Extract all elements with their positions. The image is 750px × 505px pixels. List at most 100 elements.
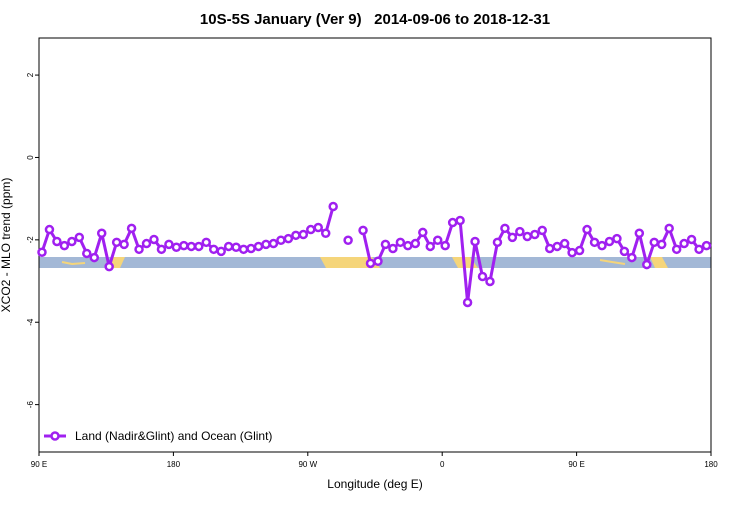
- data-point: [149, 234, 159, 245]
- data-point: [208, 244, 219, 255]
- legend-label: Land (Nadir&Glint) and Ocean (Glint): [75, 429, 272, 443]
- data-point: [179, 240, 189, 251]
- data-point: [574, 245, 585, 256]
- data-point: [686, 234, 697, 245]
- data-point: [104, 261, 114, 272]
- data-point: [313, 222, 324, 233]
- data-point: [664, 223, 674, 234]
- data-point: [694, 244, 704, 255]
- data-point: [156, 244, 167, 255]
- data-point: [492, 237, 503, 248]
- series-line: [40, 206, 708, 304]
- data-point: [298, 229, 309, 240]
- legend-marker: [50, 431, 60, 441]
- data-point: [656, 239, 667, 250]
- data-point: [306, 224, 316, 235]
- data-point: [388, 243, 398, 254]
- data-point: [141, 238, 152, 249]
- chart-title: 10S-5S January (Ver 9) 2014-09-06 to 201…: [200, 11, 550, 28]
- land-band: [61, 259, 626, 266]
- data-point: [403, 240, 413, 251]
- x-tick-label: 90 W: [298, 460, 317, 469]
- data-point: [74, 232, 85, 243]
- data-point: [320, 228, 331, 239]
- x-axis-label: Longitude (deg E): [327, 477, 422, 491]
- x-tick-label: 180: [167, 460, 181, 469]
- data-point: [418, 227, 428, 238]
- data-point: [701, 240, 712, 251]
- land-band: [320, 257, 380, 268]
- data-point: [44, 224, 55, 235]
- data-point: [134, 244, 144, 255]
- data-point: [276, 235, 286, 246]
- x-tick-label: 90 E: [568, 460, 584, 469]
- x-tick-label: 90 E: [31, 460, 47, 469]
- data-point: [515, 226, 525, 237]
- data-point: [627, 252, 637, 263]
- data-point: [223, 241, 234, 252]
- data-point: [597, 240, 607, 251]
- data-point: [238, 244, 249, 255]
- data-point: [537, 225, 548, 236]
- data-point: [612, 233, 622, 244]
- data-point: [201, 237, 212, 248]
- data-point: [507, 232, 518, 243]
- data-point: [589, 237, 600, 248]
- y-tick-label: -4: [26, 318, 35, 326]
- data-point: [171, 242, 182, 253]
- y-tick-label: 2: [26, 72, 35, 77]
- y-tick-label: 0: [26, 155, 35, 160]
- data-point: [604, 236, 615, 247]
- data-point: [96, 228, 107, 239]
- land-band: [650, 257, 668, 268]
- data-point: [671, 244, 682, 255]
- data-point: [253, 241, 264, 252]
- data-point: [544, 243, 555, 254]
- data-point: [455, 215, 465, 226]
- x-tick-label: 0: [440, 460, 445, 469]
- data-point: [380, 239, 391, 250]
- data-point: [216, 246, 226, 257]
- data-point: [37, 247, 47, 257]
- data-point: [186, 241, 197, 252]
- y-tick-label: -6: [26, 401, 35, 409]
- data-point: [567, 247, 577, 258]
- data-point: [559, 238, 570, 249]
- data-point: [283, 233, 294, 244]
- data-point: [410, 238, 421, 249]
- data-point: [194, 241, 204, 252]
- data-point: [679, 238, 689, 249]
- data-point: [440, 240, 450, 251]
- data-point: [522, 231, 533, 242]
- data-point: [358, 225, 368, 236]
- data-point: [619, 246, 630, 257]
- data-point: [365, 258, 376, 269]
- data-point: [642, 259, 652, 270]
- data-point: [634, 228, 645, 239]
- data-point: [477, 271, 488, 282]
- data-point: [89, 252, 100, 263]
- data-point: [67, 236, 77, 247]
- data-point: [649, 237, 660, 248]
- data-point: [246, 243, 256, 254]
- x-tick-label: 180: [704, 460, 718, 469]
- data-point: [164, 239, 174, 250]
- data-point: [59, 240, 70, 251]
- data-point: [447, 217, 458, 228]
- data-point: [395, 237, 406, 248]
- data-point: [328, 201, 338, 212]
- data-point: [111, 237, 122, 248]
- y-axis-label: XCO2 - MLO trend (ppm): [0, 178, 13, 313]
- data-point: [119, 239, 129, 250]
- data-point: [432, 235, 443, 246]
- data-point: [373, 256, 383, 267]
- data-point: [530, 229, 540, 240]
- data-point: [126, 223, 137, 234]
- data-point: [425, 241, 436, 252]
- data-point: [552, 241, 562, 252]
- y-tick-label: -2: [26, 236, 35, 244]
- data-point: [268, 238, 279, 249]
- data-point: [582, 224, 592, 235]
- data-point: [291, 230, 301, 241]
